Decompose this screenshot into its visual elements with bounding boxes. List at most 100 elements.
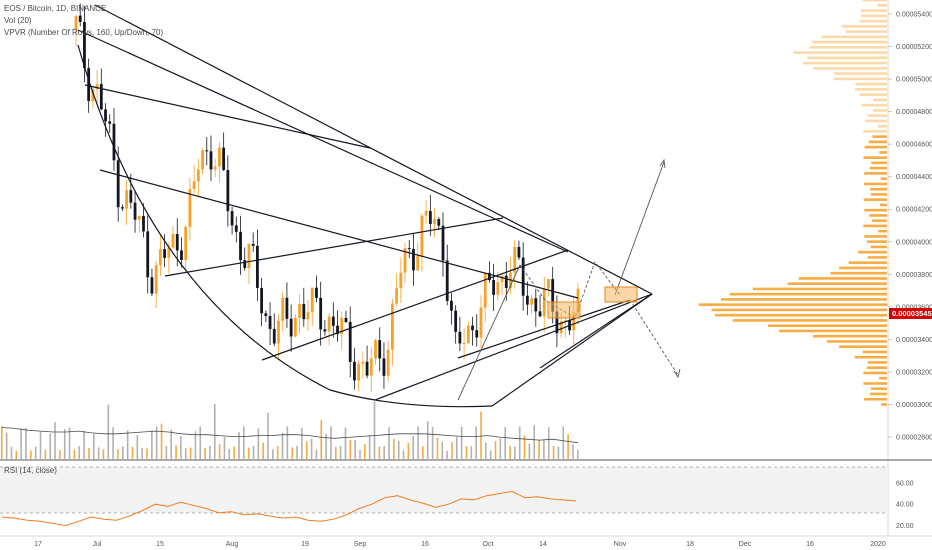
volume-bar xyxy=(1,426,3,459)
candle-body xyxy=(407,248,411,250)
volume-bar xyxy=(34,446,37,459)
projection-arrows[interactable] xyxy=(457,158,681,401)
candle-body xyxy=(412,248,415,271)
price-tick-label: 0.00004800 xyxy=(896,109,932,116)
vp-row xyxy=(752,287,887,291)
drawing-lines[interactable] xyxy=(77,4,653,408)
time-tick-label: 18 xyxy=(686,541,694,548)
vp-row xyxy=(864,235,887,238)
volume-bar xyxy=(354,439,356,459)
volume-bar xyxy=(562,426,565,459)
candle-body xyxy=(462,343,466,345)
price-tick-label: 0.00003400 xyxy=(896,337,932,344)
volume-bar xyxy=(252,445,255,459)
candle-body xyxy=(369,358,373,376)
candle-body xyxy=(209,151,213,170)
candle-body xyxy=(146,231,150,278)
volume-bar xyxy=(112,427,114,459)
candle-body xyxy=(289,318,293,337)
price-tick-label: 0.00002800 xyxy=(896,435,932,442)
candle-body xyxy=(525,295,529,305)
vp-row xyxy=(793,51,887,54)
time-scale[interactable]: 17 Jul 15 Aug 19 Sep 16 Oct 14 Nov 18 Dec 16 2020 xyxy=(34,541,886,548)
candle-body xyxy=(551,279,555,312)
candle-body xyxy=(500,275,504,283)
vp-row xyxy=(714,313,887,317)
volume-bar xyxy=(155,426,158,459)
volume-bar xyxy=(122,446,124,459)
vp-row xyxy=(798,277,887,280)
vp-row xyxy=(878,229,887,233)
candle-body xyxy=(171,234,175,248)
candle-body xyxy=(479,307,483,338)
candle-body xyxy=(348,321,352,362)
bullish-arrow-line-2 xyxy=(614,161,665,296)
rsi-tick-label: 40.00 xyxy=(896,502,914,509)
vp-row xyxy=(872,135,887,138)
candle-body xyxy=(382,358,386,376)
vp-row xyxy=(854,355,887,359)
volume-profile xyxy=(698,0,887,406)
volume-bar xyxy=(494,441,497,459)
vp-row xyxy=(864,208,887,212)
vp-row xyxy=(864,145,887,149)
candle-body xyxy=(251,243,255,246)
price-scale[interactable]: 0.00005400 0.00005200 0.00005000 0.00004800… xyxy=(888,12,932,442)
candle-body xyxy=(466,325,470,344)
volume-bar xyxy=(543,439,545,459)
candle-body xyxy=(336,325,339,335)
vp-row xyxy=(787,282,887,285)
candle-body xyxy=(239,231,242,261)
candle-body xyxy=(403,248,407,273)
volume-bar xyxy=(310,438,313,459)
candle-body xyxy=(395,288,399,304)
candle-body xyxy=(272,328,276,344)
candle-body xyxy=(167,247,171,258)
volume-bar xyxy=(223,436,226,459)
volume-bar xyxy=(489,450,492,459)
volume-bar xyxy=(286,426,289,459)
volume-bar xyxy=(417,426,419,459)
highlight-box-1[interactable] xyxy=(547,301,581,319)
volume-bar xyxy=(422,446,424,459)
volume-bar xyxy=(20,428,22,459)
time-tick-label: Nov xyxy=(614,541,627,548)
volume-bar xyxy=(552,445,555,459)
candle-body xyxy=(513,246,517,273)
vp-row xyxy=(866,366,887,370)
candle-body xyxy=(327,316,331,332)
volume-bar xyxy=(44,449,47,459)
vp-row xyxy=(877,124,887,128)
candle-body xyxy=(428,211,432,224)
volume-bar xyxy=(54,422,56,459)
volume-bar xyxy=(572,444,574,459)
volume-bar xyxy=(160,423,163,459)
vp-row xyxy=(839,266,887,270)
vp-row xyxy=(879,151,887,154)
vp-row xyxy=(871,219,887,222)
rsi-legend: RSI (14, close) xyxy=(4,466,57,475)
candle-body xyxy=(218,147,221,167)
volume-bar xyxy=(460,426,463,459)
volume-bar xyxy=(272,449,274,459)
time-tick-label: 15 xyxy=(156,541,164,548)
volume-bar xyxy=(136,435,139,459)
candle-body xyxy=(521,257,525,296)
last-price-tag xyxy=(889,308,932,319)
candle-body xyxy=(344,317,348,322)
rsi-scale[interactable]: 60.00 40.00 20.00 xyxy=(896,480,914,530)
candle-body xyxy=(234,225,238,232)
highlight-box-2[interactable] xyxy=(604,286,638,303)
volume-bar xyxy=(320,419,323,459)
candle-body xyxy=(180,250,183,260)
vp-row xyxy=(864,172,887,175)
volume-bar xyxy=(5,432,8,459)
volume-bar xyxy=(131,446,134,459)
time-tick-label: 16 xyxy=(421,541,429,548)
vp-row xyxy=(869,392,887,396)
volume-bar xyxy=(25,427,27,459)
time-tick-label: Aug xyxy=(226,541,239,548)
candle-body xyxy=(293,317,297,337)
volume-bar xyxy=(305,441,308,459)
price-tick-label: 0.00003200 xyxy=(896,369,932,376)
